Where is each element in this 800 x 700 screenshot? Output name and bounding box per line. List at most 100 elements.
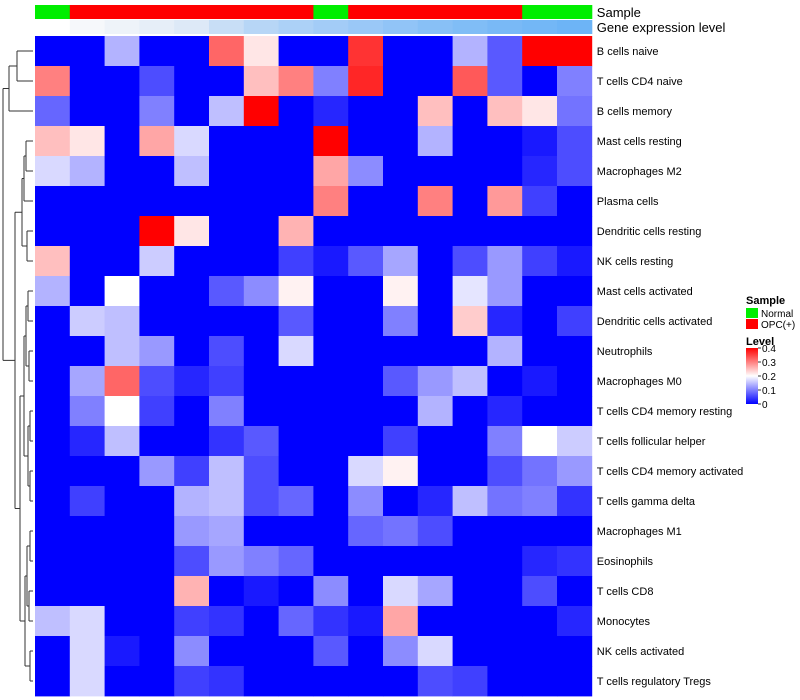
heatmap-cell (174, 156, 210, 187)
heatmap-cell (383, 156, 419, 187)
heatmap-cell (35, 216, 71, 247)
heatmap-cell (139, 396, 175, 427)
heatmap-cell (452, 636, 488, 667)
annotation-cell-sample (452, 5, 488, 19)
legend-tick-label: 0 (762, 400, 768, 411)
heatmap-cell (522, 36, 558, 67)
heatmap-cell (139, 306, 175, 337)
heatmap-cell (417, 126, 453, 157)
heatmap-cell (557, 126, 593, 157)
annotation-cell-expression (348, 20, 384, 34)
heatmap-cell (35, 486, 71, 517)
heatmap-cell (278, 336, 314, 367)
annotation-cell-expression (243, 20, 280, 34)
heatmap-cell (452, 216, 488, 247)
heatmap-cell (243, 666, 279, 697)
row-labels: B cells naive T cells CD4 naive B cells me… (597, 46, 744, 688)
heatmap-cell (278, 396, 314, 427)
heatmap-cell (139, 96, 175, 127)
heatmap-cell (174, 36, 210, 67)
annotation-cell-sample (174, 5, 210, 19)
heatmap-cell (278, 366, 314, 397)
row-label: Macrophages M2 (597, 166, 682, 178)
heatmap-cell (557, 516, 593, 547)
heatmap-cell (278, 516, 314, 547)
heatmap-cell (557, 366, 593, 397)
heatmap-cell (452, 366, 488, 397)
heatmap-grid (35, 36, 593, 697)
heatmap-cell (383, 36, 419, 67)
heatmap-cell (348, 486, 384, 517)
heatmap-cell (452, 36, 488, 67)
annotation-cell-sample (487, 5, 523, 19)
heatmap-cell (557, 216, 593, 247)
heatmap-cell (313, 606, 349, 637)
heatmap-cell (417, 546, 453, 577)
heatmap-cell (452, 126, 488, 157)
heatmap-cell (209, 606, 245, 637)
heatmap-cell (417, 366, 453, 397)
heatmap-cell (452, 396, 488, 427)
row-label: Plasma cells (597, 196, 659, 208)
heatmap-cell (104, 96, 140, 127)
heatmap-cell (348, 456, 384, 487)
heatmap-cell (348, 666, 384, 697)
heatmap-cell (139, 366, 175, 397)
legend-tick-label: 0.1 (762, 386, 776, 397)
heatmap-cell (209, 396, 245, 427)
heatmap-cell (383, 546, 419, 577)
heatmap-cell (209, 366, 245, 397)
heatmap-cell (278, 276, 314, 307)
heatmap-cell (313, 276, 349, 307)
heatmap-cell (487, 96, 523, 127)
heatmap-cell (174, 336, 210, 367)
heatmap-cell (174, 606, 210, 637)
heatmap-cell (313, 486, 349, 517)
row-label: Mast cells resting (597, 136, 682, 148)
heatmap-cell (139, 426, 175, 457)
heatmap-cell (35, 366, 71, 397)
row-label: T cells CD4 memory activated (597, 466, 744, 478)
annotation-cell-sample (35, 5, 71, 19)
heatmap-cell (69, 426, 105, 457)
heatmap-cell (452, 546, 488, 577)
heatmap-cell (417, 396, 453, 427)
heatmap-cell (104, 306, 140, 337)
heatmap-cell (209, 276, 245, 307)
row-label: T cells gamma delta (597, 496, 696, 508)
heatmap-cell (139, 456, 175, 487)
heatmap-cell (487, 426, 523, 457)
annotation-cell-expression (452, 20, 488, 34)
heatmap-cell (313, 426, 349, 457)
heatmap-cell (243, 636, 279, 667)
heatmap-cell (174, 66, 210, 97)
heatmap-cell (243, 546, 279, 577)
heatmap-cell (104, 156, 140, 187)
heatmap-cell (35, 276, 71, 307)
heatmap-cell (487, 636, 523, 667)
heatmap-cell (417, 96, 453, 127)
heatmap-cell (383, 126, 419, 157)
heatmap-cell (452, 186, 488, 217)
heatmap-cell (243, 426, 279, 457)
annotation-cell-expression (174, 20, 210, 34)
heatmap-cell (487, 366, 523, 397)
heatmap-cell (417, 576, 453, 607)
heatmap-cell (417, 66, 453, 97)
heatmap-cell (174, 276, 210, 307)
annotation-label-0: Sample (597, 5, 641, 20)
heatmap-cell (104, 36, 140, 67)
legend-tick-label: 0.4 (762, 344, 776, 355)
heatmap-cell (313, 96, 349, 127)
heatmap-cell (487, 66, 523, 97)
heatmap-cell (209, 306, 245, 337)
heatmap-cell (69, 666, 105, 697)
row-label: NK cells resting (597, 256, 673, 268)
heatmap-cell (174, 576, 210, 607)
heatmap-cell (209, 126, 245, 157)
heatmap-cell (383, 636, 419, 667)
annotation-cell-sample (139, 5, 175, 19)
heatmap-cell (487, 396, 523, 427)
